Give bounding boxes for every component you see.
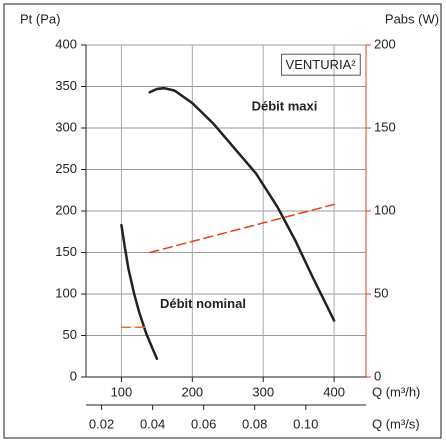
y-tick-label: 0 [70, 368, 77, 383]
x2-tick-label: 0.02 [89, 416, 114, 431]
x2-tick-label: 0.04 [140, 416, 165, 431]
y2-tick-label: 100 [374, 202, 396, 217]
x2-tick-label: 0.06 [191, 416, 216, 431]
y2-tick-label: 50 [374, 285, 388, 300]
x2-axis-label: Q (m³/s) [372, 416, 420, 431]
y-tick-label: 100 [55, 285, 77, 300]
y2-axis-label: Pabs (W) [385, 11, 439, 26]
y-tick-label: 200 [55, 202, 77, 217]
curve [120, 223, 159, 360]
frame [3, 3, 442, 439]
curve [149, 203, 335, 254]
y2-tick-label: 0 [374, 368, 381, 383]
annotation: VENTURIA² [286, 57, 357, 72]
x2-tick-label: 0.08 [242, 416, 267, 431]
y-axis-label: Pt (Pa) [20, 11, 60, 26]
y2-tick-label: 150 [374, 119, 396, 134]
y-tick-label: 150 [55, 244, 77, 259]
x-tick-label: 400 [323, 384, 345, 399]
y-tick-label: 50 [63, 327, 77, 342]
curve [148, 86, 336, 322]
x-tick-label: 300 [252, 384, 274, 399]
annotation: Débit maxi [252, 99, 318, 114]
x-tick-label: 100 [111, 384, 133, 399]
y-tick-label: 400 [55, 36, 77, 51]
x-axis-label: Q (m³/h) [372, 384, 420, 399]
x2-tick-label: 0.10 [293, 416, 318, 431]
annotation-box [281, 53, 361, 76]
y-tick-label: 300 [55, 119, 77, 134]
annotation: Débit nominal [160, 296, 246, 311]
y-tick-label: 250 [55, 161, 77, 176]
y2-tick-label: 200 [374, 36, 396, 51]
x-tick-label: 200 [181, 384, 203, 399]
y-tick-label: 350 [55, 78, 77, 93]
